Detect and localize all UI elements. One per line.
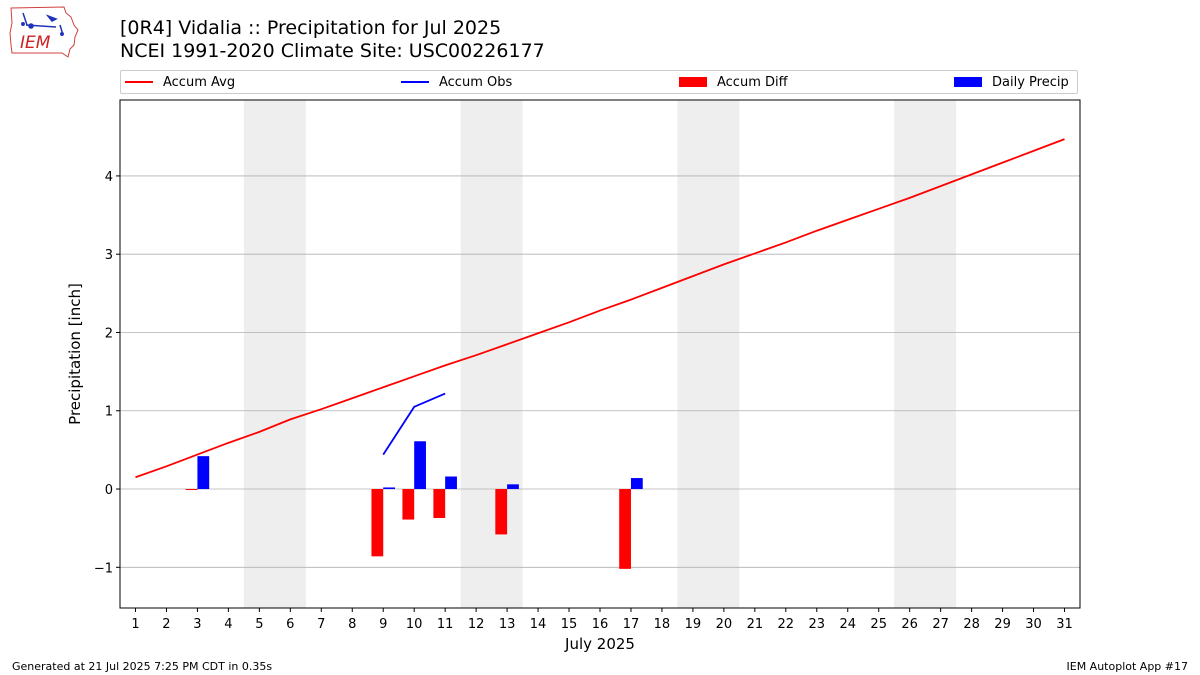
x-tick-label: 22 <box>778 617 795 632</box>
accum-diff-bar <box>619 489 631 569</box>
y-tick-label: −1 <box>94 561 113 576</box>
x-tick-label: 21 <box>747 617 764 632</box>
y-tick-label: 3 <box>105 248 113 263</box>
x-tick-label: 26 <box>901 617 918 632</box>
y-tick-label: 4 <box>105 170 113 185</box>
x-tick-label: 6 <box>286 617 294 632</box>
x-tick-label: 27 <box>932 617 949 632</box>
x-tick-label: 4 <box>224 617 232 632</box>
daily-precip-bar <box>414 441 426 490</box>
weather-station-icon <box>21 12 64 36</box>
x-tick-label: 1 <box>131 617 139 632</box>
accum-diff-bar <box>371 489 384 557</box>
y-tick-label: 1 <box>105 405 113 420</box>
x-tick-label: 7 <box>317 617 325 632</box>
x-tick-label: 19 <box>685 617 702 632</box>
x-tick-label: 28 <box>963 617 980 632</box>
generated-timestamp: Generated at 21 Jul 2025 7:25 PM CDT in … <box>12 660 273 673</box>
legend: Accum Avg Accum Obs Accum Diff Daily Pre… <box>120 70 1078 94</box>
app-credit: IEM Autoplot App #17 <box>1066 660 1189 673</box>
legend-swatch-accum-diff <box>679 77 707 87</box>
legend-swatch-accum-obs <box>401 81 429 83</box>
x-tick-label: 30 <box>1025 617 1042 632</box>
x-tick-label: 17 <box>623 617 640 632</box>
accum-obs-line <box>382 392 446 456</box>
daily-precip-bar <box>507 484 519 490</box>
x-tick-label: 12 <box>468 617 485 632</box>
accum-diff-bar <box>402 489 415 520</box>
x-tick-label: 3 <box>193 617 201 632</box>
y-tick-label: 0 <box>105 483 113 498</box>
iem-logo-text: IEM <box>20 33 51 53</box>
legend-item-daily-precip: Daily Precip <box>954 71 1069 93</box>
legend-item-accum-diff: Accum Diff <box>679 71 788 93</box>
legend-label-daily-precip: Daily Precip <box>992 74 1069 90</box>
legend-swatch-daily-precip <box>954 77 982 87</box>
legend-item-accum-obs: Accum Obs <box>401 71 512 93</box>
x-tick-label: 10 <box>406 617 423 632</box>
legend-label-accum-diff: Accum Diff <box>717 74 788 90</box>
daily-precip-bar <box>197 456 210 490</box>
x-tick-label: 18 <box>654 617 671 632</box>
x-tick-label: 15 <box>561 617 578 632</box>
x-tick-label: 9 <box>379 617 387 632</box>
daily-precip-bar <box>383 487 395 490</box>
x-tick-label: 29 <box>994 617 1011 632</box>
accum-diff-bar <box>185 489 198 491</box>
chart-subtitle: NCEI 1991-2020 Climate Site: USC00226177 <box>120 40 545 62</box>
x-tick-label: 20 <box>716 617 733 632</box>
y-tick-label: 2 <box>105 326 113 341</box>
x-tick-label: 24 <box>839 617 856 632</box>
x-tick-label: 5 <box>255 617 263 632</box>
weekend-band-2 <box>460 100 523 608</box>
accum-diff-bar <box>433 489 446 518</box>
legend-label-accum-obs: Accum Obs <box>439 74 513 90</box>
daily-precip-bar <box>445 476 457 490</box>
x-tick-label: 11 <box>437 617 454 632</box>
accum-diff-bar <box>495 489 508 535</box>
plot-frame <box>119 99 1081 609</box>
x-tick-label: 14 <box>530 617 547 632</box>
x-tick-label: 31 <box>1056 617 1073 632</box>
weekend-band-3 <box>677 100 740 608</box>
y-axis-label: Precipitation [inch] <box>66 283 84 425</box>
daily-precip-bar <box>630 478 643 490</box>
iowa-outline <box>9 6 79 58</box>
legend-item-accum-avg: Accum Avg <box>125 71 235 93</box>
x-tick-label: 2 <box>162 617 170 632</box>
chart-title: [0R4] Vidalia :: Precipitation for Jul 2… <box>120 17 502 39</box>
accum-avg-line <box>135 138 1065 479</box>
x-tick-label: 23 <box>809 617 826 632</box>
x-tick-label: 25 <box>870 617 887 632</box>
x-tick-label: 16 <box>592 617 609 632</box>
legend-label-accum-avg: Accum Avg <box>163 74 236 90</box>
x-tick-label: 8 <box>348 617 356 632</box>
legend-swatch-accum-avg <box>125 81 153 83</box>
x-axis-label: July 2025 <box>564 635 635 653</box>
iem-logo: IEM <box>9 6 79 58</box>
weekend-band-1 <box>243 100 306 608</box>
x-tick-label: 13 <box>499 617 516 632</box>
